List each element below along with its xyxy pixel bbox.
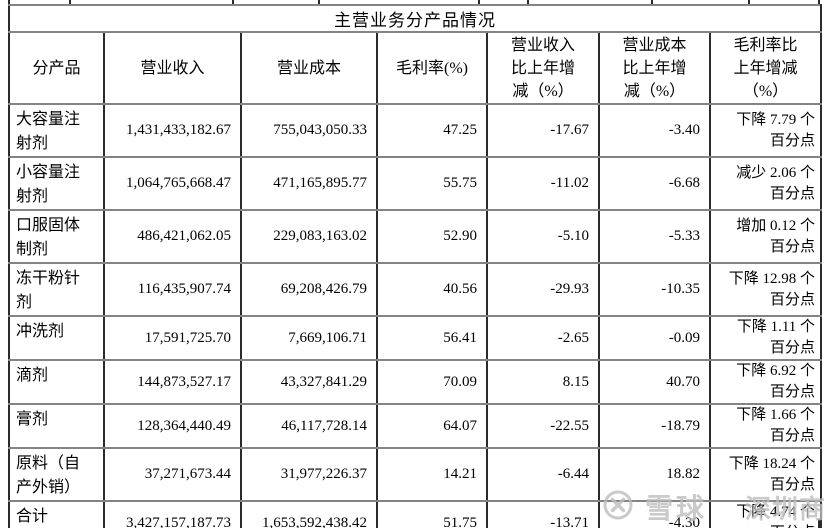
cell-cost: 229,083,163.02 (240, 209, 378, 264)
cell-revenue-yoy: -17.67 (486, 103, 600, 158)
table-row-total: 合计 3,427,157,187.73 1,653,592,438.42 51.… (8, 500, 823, 528)
cell-revenue: 128,364,440.49 (103, 403, 242, 449)
cell-revenue: 116,435,907.74 (103, 262, 242, 317)
cell-cost-yoy: 18.82 (598, 447, 711, 502)
cell-revenue: 17,591,725.70 (103, 315, 242, 361)
cell-cost-yoy: -5.33 (598, 209, 711, 264)
cell-margin-change: 下降 1.66 个 百分点 (708, 403, 823, 449)
cell-product: 冻干粉针 剂 (8, 262, 105, 317)
grid-line (318, 0, 320, 4)
cell-cost: 31,977,226.37 (240, 447, 378, 502)
cell-gross-margin: 14.21 (376, 447, 488, 502)
main-products-table: 主营业务分产品情况 分产品 营业收入 营业成本 毛利率(%) 营业收入 比上年增… (7, 4, 823, 528)
table-row: 口服固体 制剂 486,421,062.05 229,083,163.02 52… (8, 209, 823, 264)
cell-gross-margin: 56.41 (376, 315, 488, 361)
cell-cost-yoy: 40.70 (598, 359, 711, 405)
cell-revenue-yoy: -11.02 (486, 156, 600, 211)
cell-product: 膏剂 (8, 403, 105, 449)
cell-revenue-yoy: 8.15 (486, 359, 600, 405)
cell-product: 原料（自 产外销） (8, 447, 105, 502)
cell-revenue: 3,427,157,187.73 (103, 500, 242, 528)
cell-cost-yoy: -18.79 (598, 403, 711, 449)
grid-line (232, 0, 234, 4)
col-header-revenue-yoy: 营业收入 比上年增 减（%） (486, 31, 600, 105)
cell-cost: 1,653,592,438.42 (240, 500, 378, 528)
table-row: 大容量注 射剂 1,431,433,182.67 755,043,050.33 … (8, 103, 823, 158)
col-header-cost-yoy: 营业成本 比上年增 减（%） (598, 31, 711, 105)
col-header-cost: 营业成本 (240, 31, 378, 105)
grid-line (598, 519, 600, 528)
grid-line (69, 0, 71, 4)
cell-revenue: 37,271,673.44 (103, 447, 242, 502)
cell-product: 滴剂 (8, 359, 105, 405)
table-row: 小容量注 射剂 1,064,765,668.47 471,165,895.77 … (8, 156, 823, 211)
cell-revenue: 144,873,527.17 (103, 359, 242, 405)
cell-cost-yoy: -3.40 (598, 103, 711, 158)
grid-line (103, 519, 105, 528)
cell-margin-change: 下降 6.92 个 百分点 (708, 359, 823, 405)
grid-line (818, 0, 820, 4)
cell-margin-change: 下降 12.98 个 百分点 (708, 262, 823, 317)
cell-revenue: 486,421,062.05 (103, 209, 242, 264)
cell-cost-yoy: -10.35 (598, 262, 711, 317)
cell-revenue-yoy: -5.10 (486, 209, 600, 264)
col-header-product: 分产品 (8, 31, 105, 105)
cell-product: 小容量注 射剂 (8, 156, 105, 211)
cell-margin-change: 下降 18.24 个 百分点 (708, 447, 823, 502)
grid-line (748, 0, 750, 4)
cell-margin-change: 增加 0.12 个 百分点 (708, 209, 823, 264)
grid-line (376, 519, 378, 528)
cell-cost: 7,669,106.71 (240, 315, 378, 361)
table-row: 冲洗剂 17,591,725.70 7,669,106.71 56.41 -2.… (8, 315, 823, 361)
cell-cost: 69,208,426.79 (240, 262, 378, 317)
cell-revenue: 1,064,765,668.47 (103, 156, 242, 211)
grid-line (478, 0, 480, 4)
grid-line (486, 519, 488, 528)
grid-line (240, 519, 242, 528)
table-title: 主营业务分产品情况 (7, 4, 823, 33)
cell-revenue: 1,431,433,182.67 (103, 103, 242, 158)
col-header-margin-change: 毛利率比 上年增减 （%） (708, 31, 823, 105)
cell-gross-margin: 40.56 (376, 262, 488, 317)
cell-product: 大容量注 射剂 (8, 103, 105, 158)
grid-line (527, 0, 529, 4)
cell-cost-yoy: -0.09 (598, 315, 711, 361)
cell-cost-yoy: -6.68 (598, 156, 711, 211)
table-row: 膏剂 128,364,440.49 46,117,728.14 64.07 -2… (8, 403, 823, 449)
cell-gross-margin: 52.90 (376, 209, 488, 264)
cell-margin-change: 下降 7.79 个 百分点 (708, 103, 823, 158)
col-header-gross-margin: 毛利率(%) (376, 31, 488, 105)
cell-gross-margin: 64.07 (376, 403, 488, 449)
cell-cost: 471,165,895.77 (240, 156, 378, 211)
grid-line (651, 0, 653, 4)
cell-product: 冲洗剂 (8, 315, 105, 361)
cell-revenue-yoy: -13.71 (486, 500, 600, 528)
grid-line (8, 519, 10, 528)
table-row: 原料（自 产外销） 37,271,673.44 31,977,226.37 14… (8, 447, 823, 502)
grid-line (818, 519, 820, 528)
cell-revenue-yoy: -29.93 (486, 262, 600, 317)
grid-line (8, 0, 10, 4)
cell-margin-change: 下降 4.74 个 百分点 (708, 500, 823, 528)
cell-revenue-yoy: -22.55 (486, 403, 600, 449)
cell-cost: 755,043,050.33 (240, 103, 378, 158)
table-row: 冻干粉针 剂 116,435,907.74 69,208,426.79 40.5… (8, 262, 823, 317)
cell-gross-margin: 55.75 (376, 156, 488, 211)
cell-product: 口服固体 制剂 (8, 209, 105, 264)
table-row: 滴剂 144,873,527.17 43,327,841.29 70.09 8.… (8, 359, 823, 405)
cell-cost: 43,327,841.29 (240, 359, 378, 405)
cell-cost: 46,117,728.14 (240, 403, 378, 449)
cell-revenue-yoy: -6.44 (486, 447, 600, 502)
cell-product: 合计 (8, 500, 105, 528)
cell-gross-margin: 70.09 (376, 359, 488, 405)
cell-revenue-yoy: -2.65 (486, 315, 600, 361)
cell-gross-margin: 51.75 (376, 500, 488, 528)
cell-margin-change: 下降 1.11 个 百分点 (708, 315, 823, 361)
grid-line (709, 519, 711, 528)
cell-cost-yoy: -4.30 (598, 500, 711, 528)
cell-gross-margin: 47.25 (376, 103, 488, 158)
col-header-revenue: 营业收入 (103, 31, 242, 105)
cell-margin-change: 减少 2.06 个 百分点 (708, 156, 823, 211)
